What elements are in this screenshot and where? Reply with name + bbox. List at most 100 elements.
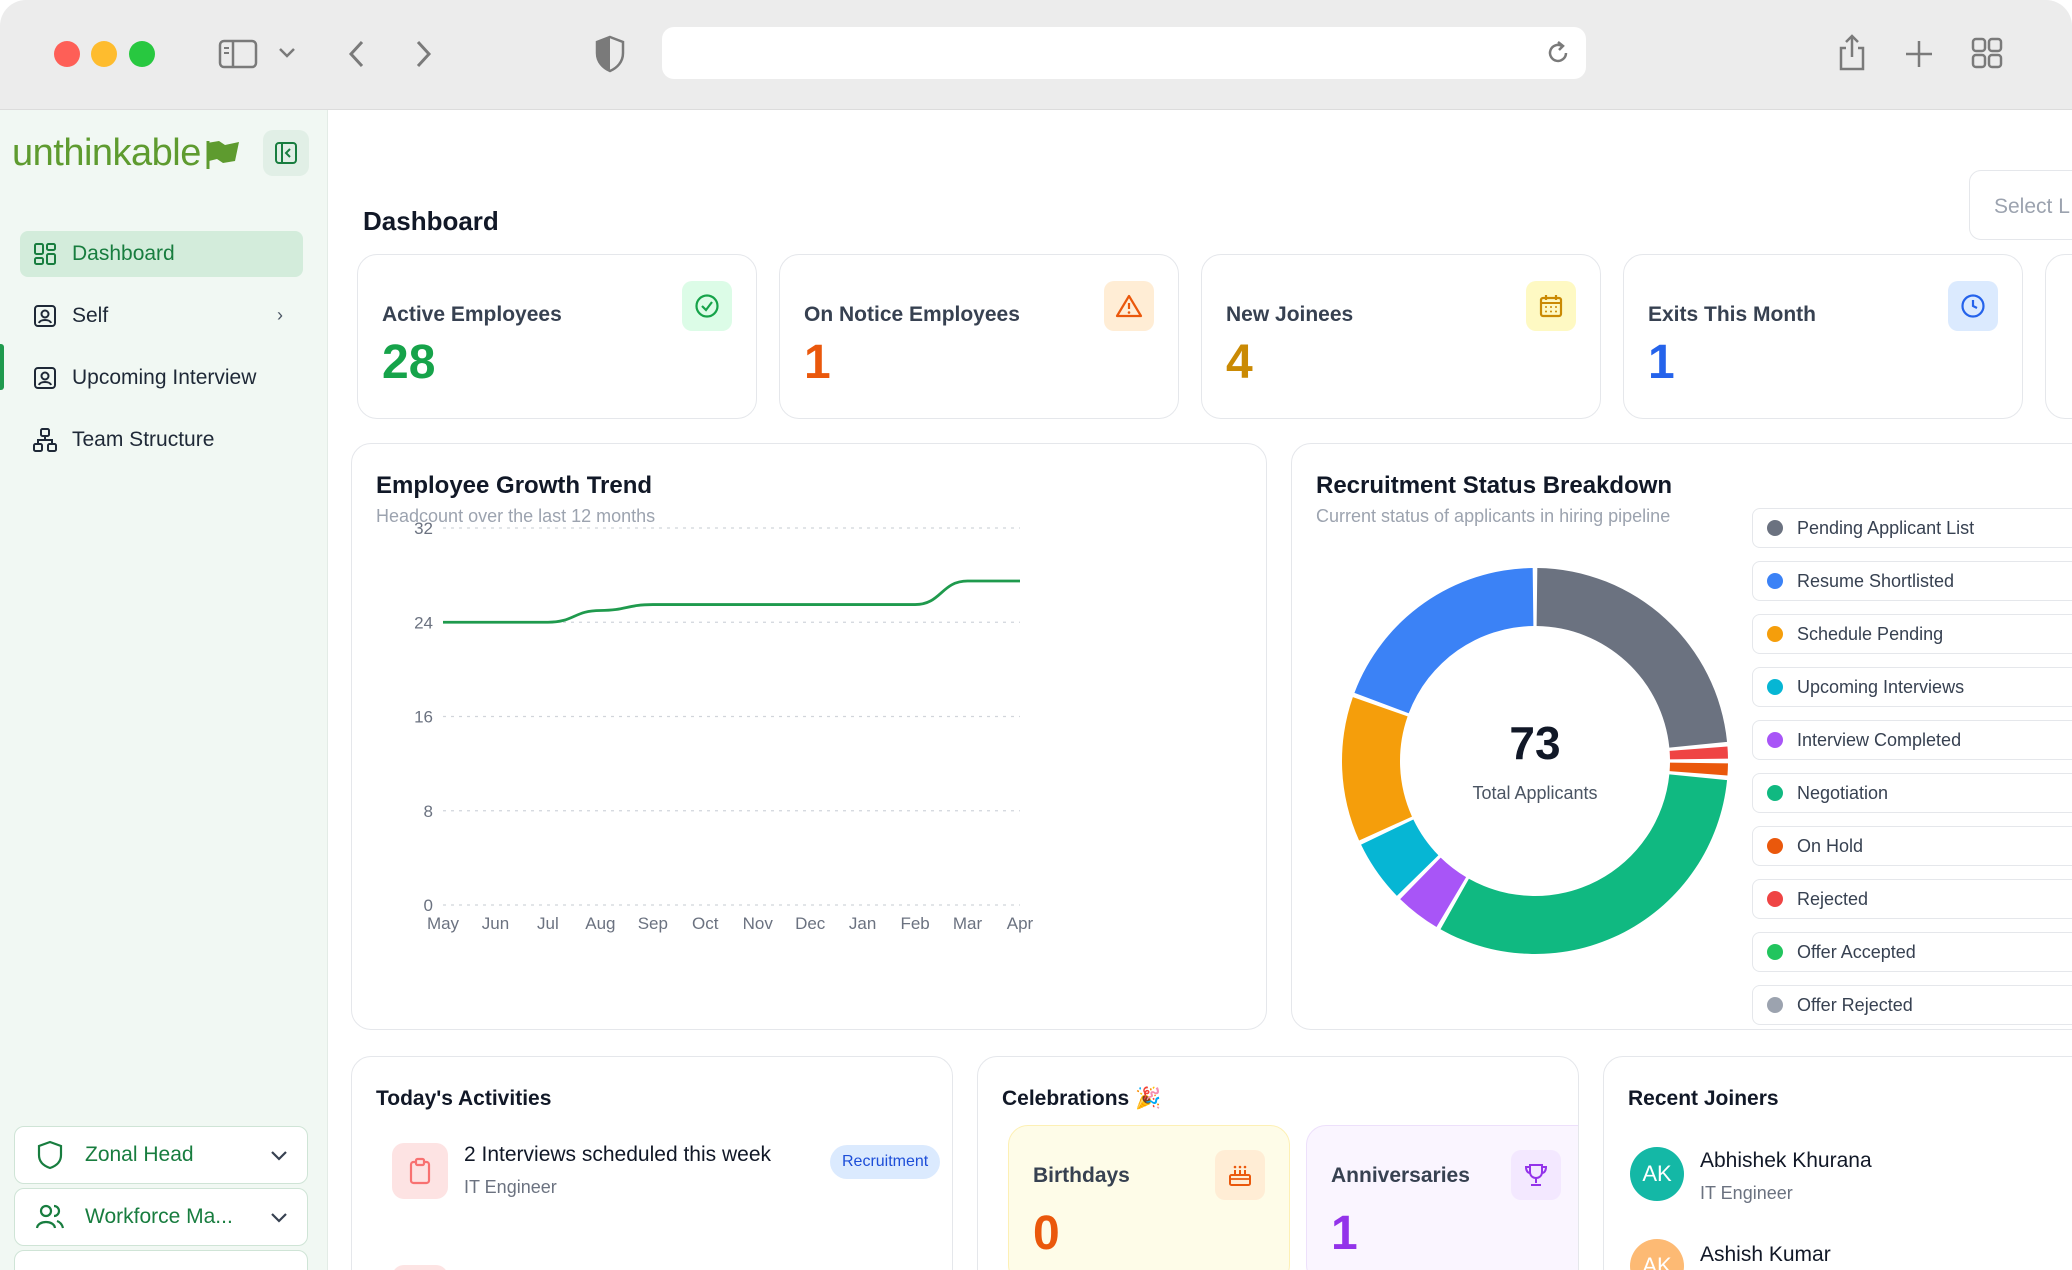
birthdays-card[interactable]: Birthdays 0 — [1008, 1125, 1290, 1270]
legend-item[interactable]: Negotiation — [1752, 773, 2072, 813]
y-tick-label: 16 — [414, 708, 433, 727]
joiner-name[interactable]: Ashish Kumar — [1700, 1243, 1831, 1266]
section-title: Recent Joiners — [1628, 1087, 1779, 1110]
donut-slice[interactable] — [1669, 746, 1728, 760]
nav-item-upcoming-interview[interactable]: Upcoming Interview — [20, 355, 303, 401]
browser-chrome — [0, 0, 2072, 110]
anniversaries-card[interactable]: Anniversaries 1 — [1306, 1125, 1578, 1270]
tab-overview-icon[interactable] — [1970, 36, 2004, 70]
donut-slice[interactable] — [1536, 568, 1728, 748]
badge-icon — [32, 303, 58, 329]
chevron-down-icon[interactable] — [274, 40, 300, 66]
stat-card-on-notice: On Notice Employees 1 — [779, 254, 1179, 419]
stat-card-partial — [2045, 254, 2072, 419]
calendar-icon — [1526, 281, 1576, 331]
legend-label: Schedule Pending — [1797, 623, 1944, 644]
legend-item[interactable]: Offer Rejected — [1752, 985, 2072, 1025]
joiner-role: IT Engineer — [1700, 1183, 1793, 1203]
maximize-window-button[interactable] — [129, 41, 155, 67]
nav-item-team-structure[interactable]: Team Structure — [20, 417, 303, 463]
x-tick-label: Mar — [953, 914, 983, 933]
reload-icon[interactable] — [1544, 39, 1572, 67]
legend-item[interactable]: Rejected — [1752, 879, 2072, 919]
sidebar-toggle-icon[interactable] — [216, 36, 260, 72]
legend-dot — [1767, 838, 1783, 854]
address-bar[interactable] — [662, 27, 1586, 79]
employee-growth-card: Employee Growth Trend Headcount over the… — [351, 443, 1267, 1030]
legend-label: Offer Rejected — [1797, 994, 1913, 1015]
celebrations-card: Celebrations 🎉 Birthdays 0 Anniversaries… — [977, 1056, 1579, 1270]
stat-card-exits: Exits This Month 1 — [1623, 254, 2023, 419]
activity-tag: Recruitment — [830, 1145, 941, 1179]
x-tick-label: Jun — [482, 914, 509, 933]
stat-value: 1 — [804, 336, 831, 389]
avatar[interactable]: AK — [1630, 1147, 1684, 1201]
role-workforce-manager[interactable]: Workforce Ma... — [14, 1188, 308, 1246]
clock-icon — [1948, 281, 1998, 331]
donut-slice[interactable] — [1354, 568, 1534, 714]
donut-slice[interactable] — [1440, 774, 1728, 954]
stat-label: New Joinees — [1226, 303, 1354, 326]
chart-title: Recruitment Status Breakdown — [1316, 472, 1673, 499]
collapse-sidebar-button[interactable] — [263, 130, 309, 176]
chevron-down-icon — [269, 1145, 289, 1169]
y-tick-label: 24 — [414, 613, 433, 632]
x-tick-label: Jan — [849, 914, 876, 933]
birthdays-label: Birthdays — [1033, 1164, 1130, 1187]
legend-item[interactable]: On Hold — [1752, 826, 2072, 866]
donut-slice[interactable] — [1400, 857, 1467, 927]
legend-item[interactable]: Resume Shortlisted — [1752, 561, 2072, 601]
stat-value: 1 — [1648, 336, 1675, 389]
employee-growth-chart: 0 8 16 24 32 May Jun Jul Aug Sep Oct Nov Dec Jan Feb Ma… — [414, 519, 1033, 933]
location-select[interactable]: Select L — [1969, 170, 2072, 240]
nav-label: Upcoming Interview — [72, 366, 257, 389]
stat-label: Exits This Month — [1648, 303, 1816, 326]
x-tick-label: Feb — [900, 914, 929, 933]
flag-logo-icon — [206, 140, 239, 169]
x-tick-label: Aug — [585, 914, 615, 933]
collapse-icon — [275, 142, 297, 164]
role-zonal-head[interactable]: Zonal Head — [14, 1126, 308, 1184]
y-tick-label: 8 — [424, 802, 433, 821]
page-title: Dashboard — [363, 206, 499, 236]
activity-icon-partial — [392, 1265, 448, 1270]
donut-slice[interactable] — [1669, 762, 1728, 776]
recruitment-donut-chart: 73 Total Applicants — [1342, 568, 1728, 954]
stat-label: Active Employees — [382, 303, 562, 326]
legend-item[interactable]: Offer Accepted — [1752, 932, 2072, 972]
clipboard-icon — [392, 1143, 448, 1199]
avatar[interactable]: AK — [1630, 1239, 1684, 1270]
back-icon[interactable] — [342, 36, 372, 72]
forward-icon[interactable] — [408, 36, 438, 72]
role-third[interactable] — [14, 1250, 308, 1270]
nav-label: Team Structure — [72, 428, 215, 451]
legend-item[interactable]: Interview Completed — [1752, 720, 2072, 760]
logo[interactable]: unthinkable — [12, 132, 241, 175]
minimize-window-button[interactable] — [91, 41, 117, 67]
legend-dot — [1767, 573, 1783, 589]
nav-item-self[interactable]: Self › — [20, 293, 303, 339]
share-icon[interactable] — [1836, 30, 1868, 74]
donut-slice[interactable] — [1342, 697, 1412, 841]
legend-label: Pending Applicant List — [1797, 517, 1975, 538]
nav-item-dashboard[interactable]: Dashboard — [20, 231, 303, 277]
joiner-name[interactable]: Abhishek Khurana — [1700, 1149, 1872, 1172]
donut-total-value: 73 — [1509, 717, 1560, 769]
close-window-button[interactable] — [54, 41, 80, 67]
x-tick-label: May — [427, 914, 460, 933]
x-tick-label: Jul — [537, 914, 559, 933]
new-tab-icon[interactable] — [1903, 38, 1935, 70]
legend-item[interactable]: Schedule Pending — [1752, 614, 2072, 654]
x-tick-label: Nov — [743, 914, 774, 933]
donut-slice[interactable] — [1361, 819, 1439, 896]
legend-item[interactable]: Pending Applicant List — [1752, 508, 2072, 548]
role-label: Zonal Head — [85, 1143, 194, 1166]
activity-item[interactable]: 2 Interviews scheduled this week IT Engi… — [392, 1143, 952, 1213]
nav-label: Dashboard — [72, 242, 175, 265]
legend-item[interactable]: Upcoming Interviews — [1752, 667, 2072, 707]
dashboard-icon — [32, 241, 58, 267]
legend-label: Offer Accepted — [1797, 941, 1916, 962]
privacy-shield-icon[interactable] — [594, 34, 626, 74]
warning-icon — [1104, 281, 1154, 331]
legend-dot — [1767, 891, 1783, 907]
